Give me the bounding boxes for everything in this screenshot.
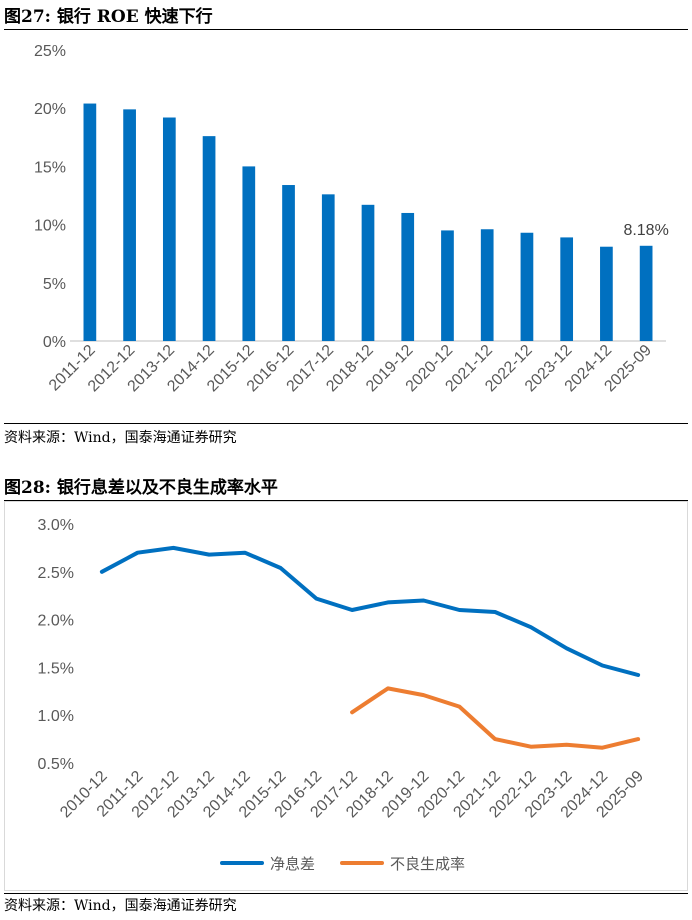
- y-tick-label: 20%: [34, 101, 66, 118]
- legend-label: 净息差: [270, 856, 315, 873]
- npl-formation-line: [350, 686, 641, 750]
- figure-27-title: 图27: 银行 ROE 快速下行: [4, 7, 213, 27]
- figure-28-title-rule: [4, 500, 688, 501]
- roe-bar: [83, 103, 97, 341]
- roe-bar: [520, 232, 534, 341]
- roe-bar-chart-svg: 0%5%10%15%20%25%2011-122012-122013-12201…: [34, 43, 669, 395]
- roe-bar: [202, 136, 216, 341]
- figure-27-source-rule: [4, 423, 688, 424]
- figure-27-title-rule: [4, 29, 688, 30]
- roe-bar: [242, 166, 256, 341]
- figure-28-source-rule: [4, 893, 688, 894]
- figure-27-source: 资料来源：Wind，国泰海通证券研究: [4, 430, 237, 446]
- figure-28-title: 图28: 银行息差以及不良生成率水平: [4, 478, 278, 498]
- y-tick-label: 1.0%: [38, 708, 74, 725]
- roe-bar: [560, 237, 574, 341]
- roe-bar: [401, 212, 415, 341]
- y-tick-label: 0.5%: [38, 756, 74, 773]
- roe-bar-chart: 0% 5% 10% 15% 20% 25% 2011-12 2012-12 2013-12 201…: [4, 30, 688, 420]
- roe-bar: [600, 246, 613, 341]
- y-tick-label: 25%: [34, 43, 66, 60]
- y-tick-label: 0%: [43, 334, 66, 351]
- y-tick-label: 10%: [34, 218, 66, 235]
- figure-28-source: 资料来源：Wind，国泰海通证券研究: [4, 898, 237, 914]
- chart-border: [4, 501, 688, 891]
- roe-bar: [162, 117, 176, 342]
- roe-bar: [282, 185, 295, 341]
- y-tick-label: 15%: [34, 159, 66, 176]
- y-tick-label: 2.5%: [38, 565, 74, 582]
- legend-label: 不良生成率: [390, 856, 465, 873]
- y-tick-label: 2.0%: [38, 613, 74, 630]
- roe-bar: [321, 194, 335, 341]
- nim-npl-line-chart: 0.5% 1.0% 1.5% 2.0% 2.5% 3.0% 2010-12 2011-12 20…: [4, 501, 688, 891]
- roe-bar: [361, 204, 375, 341]
- roe-bar: [639, 245, 653, 341]
- roe-data-label: 8.18%: [623, 222, 668, 239]
- roe-bar: [480, 229, 494, 341]
- y-tick-label: 5%: [43, 276, 66, 293]
- nim-line: [99, 545, 641, 677]
- y-tick-label: 3.0%: [38, 517, 74, 534]
- y-tick-label: 1.5%: [38, 660, 74, 677]
- nim-npl-line-chart-svg: 0.5%1.0%1.5%2.0%2.5%3.0%2010-122011-1220…: [4, 501, 688, 891]
- roe-bar: [441, 230, 454, 341]
- roe-bar: [123, 109, 136, 341]
